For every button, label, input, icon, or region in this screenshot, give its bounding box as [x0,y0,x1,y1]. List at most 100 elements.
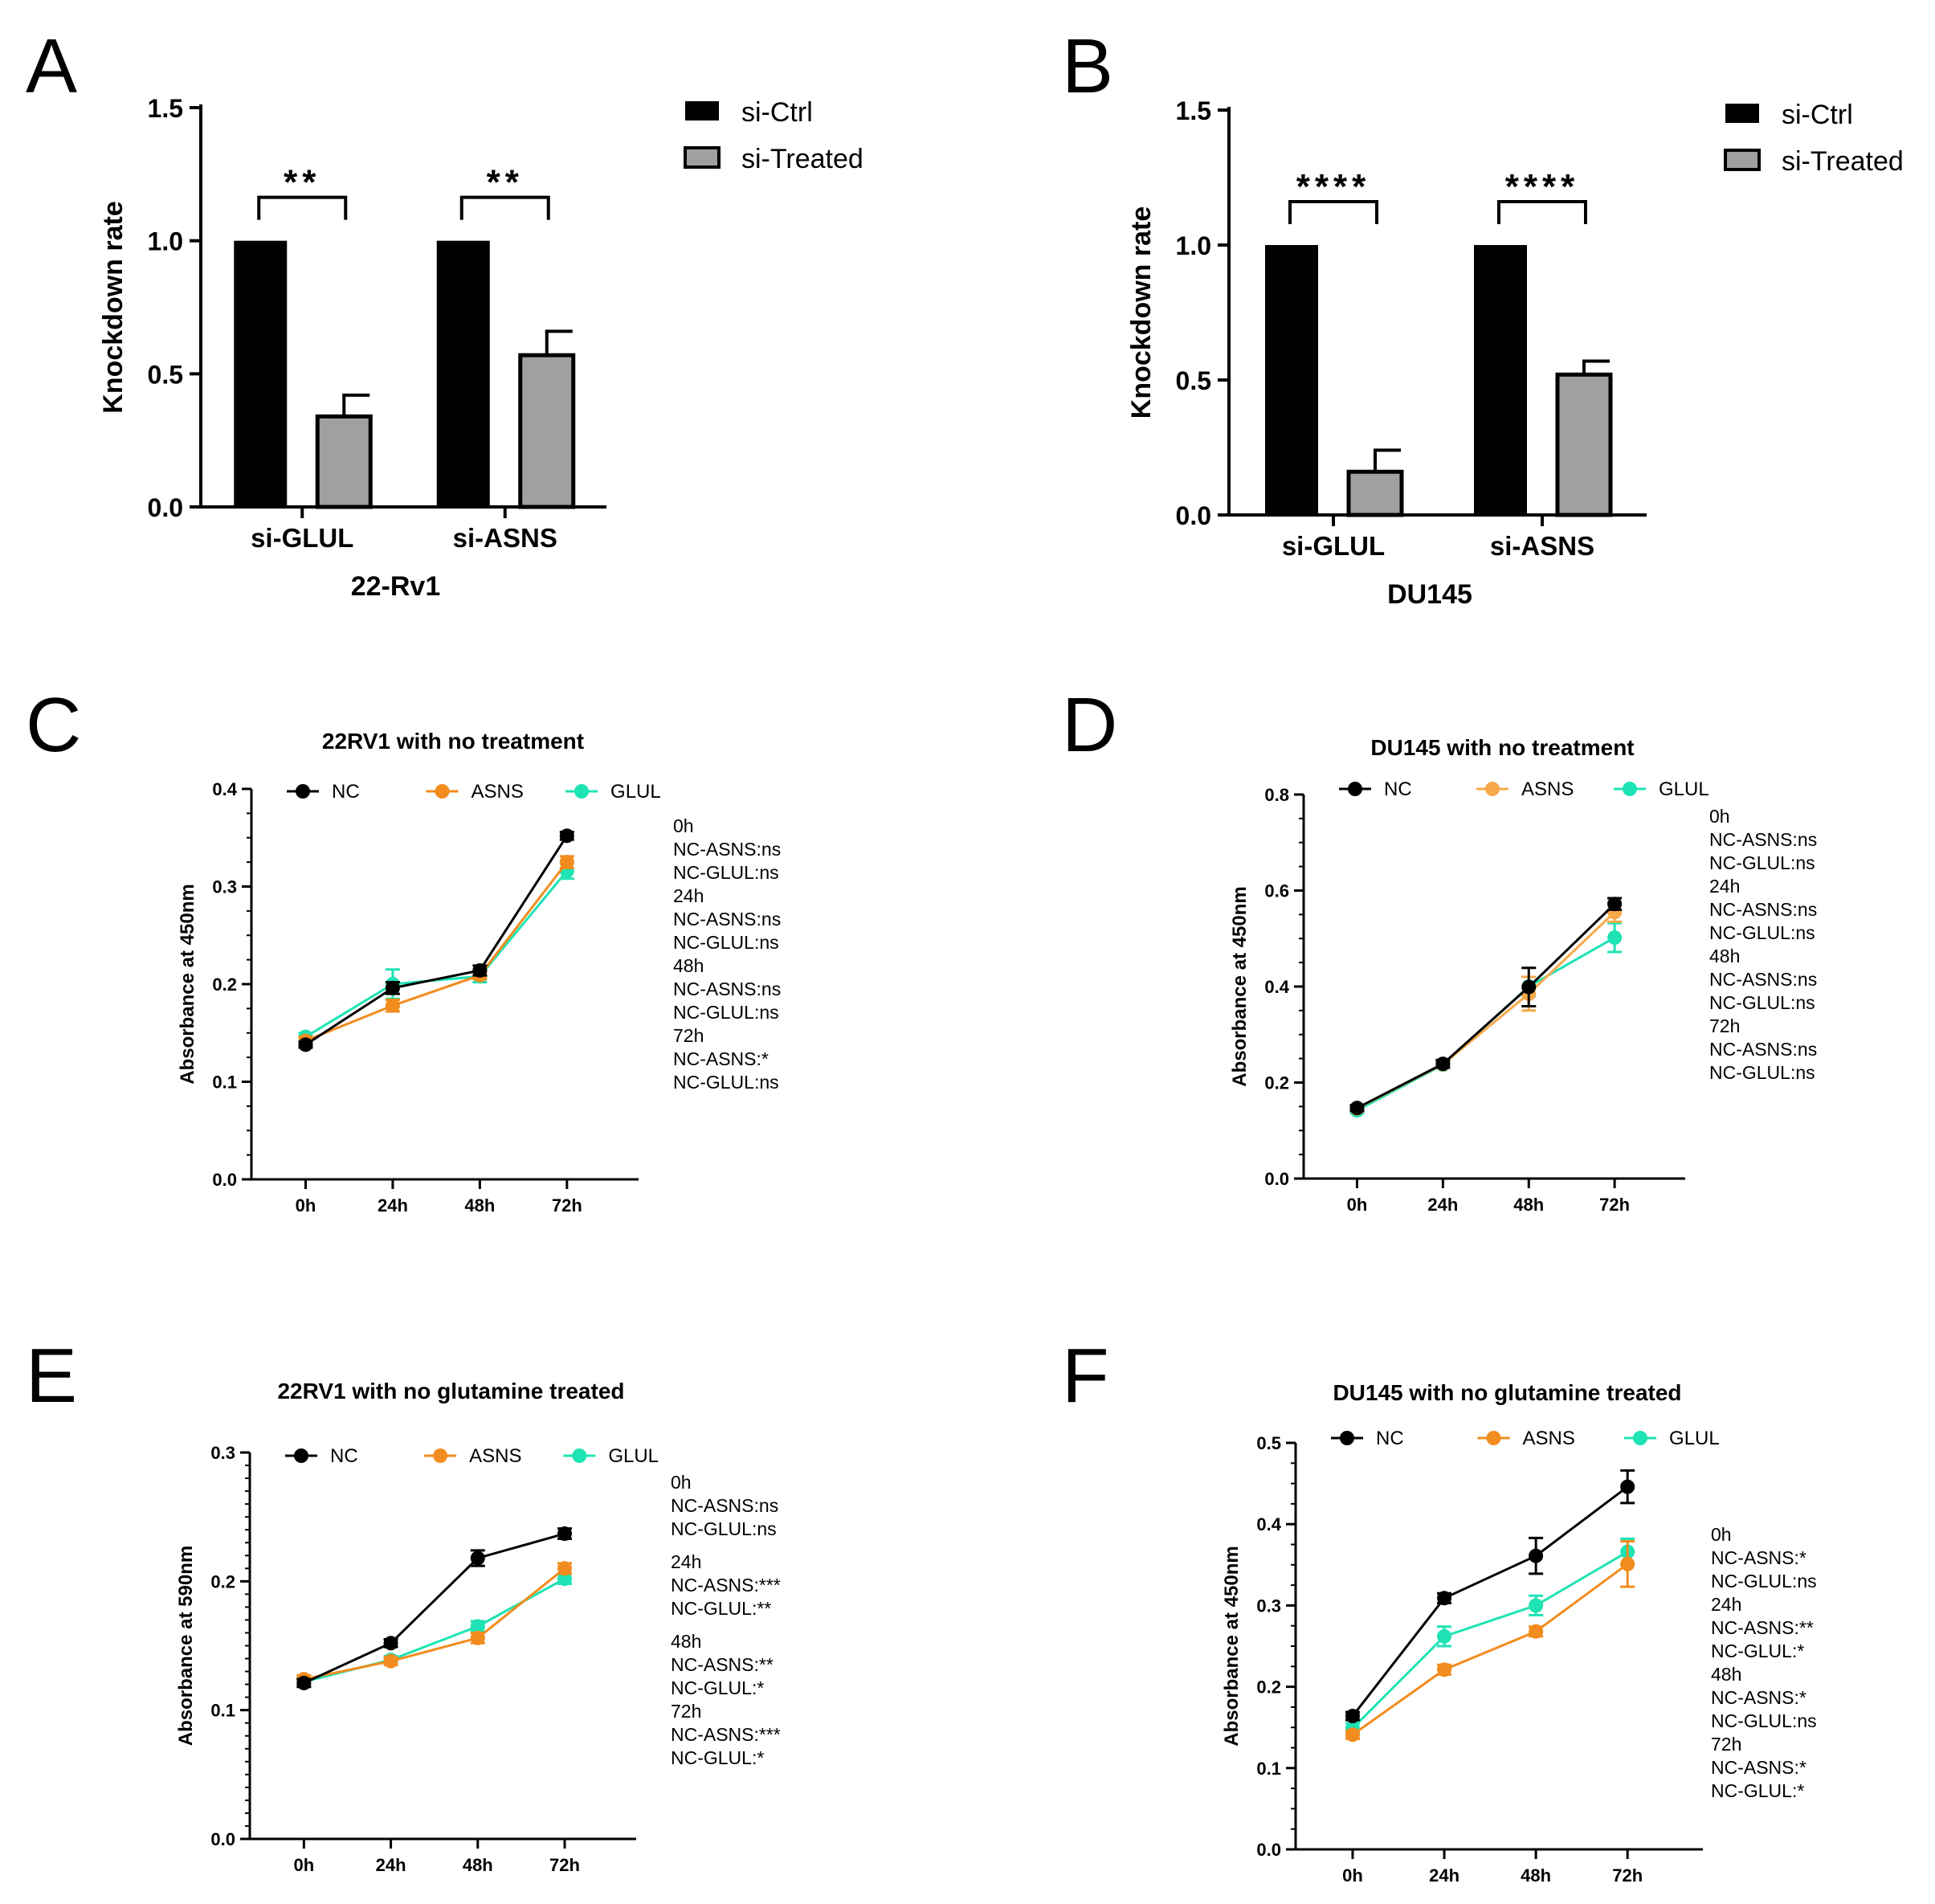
point-nc-48h [1529,1548,1544,1563]
x-tick-label-si-glul: si-GLUL [251,523,353,553]
series-line-nc [304,835,569,1046]
stats-line: NC-GLUL:ns [1709,1062,1815,1083]
chart-e: 22RV1 with no glutamine treated 0.0 0.1 0.2… [175,1379,781,1875]
y-axis-label: Knockdown rate [1126,206,1157,419]
x-tick-label-72h: 72h [1612,1865,1643,1886]
point-glul-72h [1607,930,1623,946]
significance-label: ** [487,163,524,202]
y-tick-label: 1.5 [148,94,183,123]
stats-line: NC-GLUL:ns [1711,1571,1817,1591]
point-nc-0h [298,1037,313,1052]
stats-line: NC-ASNS:** [671,1654,774,1675]
chart-a: 0.0 0.5 1.0 1.5 Knockdown rate si-GLUL ** si-AS… [98,94,863,602]
legend-marker-nc [294,1448,308,1463]
stats-line: 0h [1709,806,1730,827]
significance-bracket [1497,200,1587,224]
x-tick-label-0h: 0h [296,1195,316,1216]
stats-line: 48h [1709,946,1740,966]
y-tick-label: 0.3 [212,877,237,897]
legend-label-si-treated: si-Treated [1782,146,1904,177]
point-nc-0h [1349,1101,1365,1116]
stats-line: NC-GLUL:ns [673,932,779,953]
y-tick-label: 0.3 [1256,1596,1281,1616]
y-tick-label: 0.5 [1256,1433,1281,1453]
y-axis-label: Absorbance at 450nm [177,884,198,1084]
panel-b: B 0.0 0.5 1.0 1.5 Knockdown rate si-GLUL **** s… [1062,23,1904,610]
stats-line: NC-GLUL:ns [673,1002,779,1023]
stats-line: NC-ASNS:* [1711,1757,1806,1778]
legend-label-glul: GLUL [610,781,661,803]
significance-label: **** [1505,167,1580,206]
bar-si-ctrl-si-glul [1265,245,1318,515]
chart-f: DU145 with no glutamine treated 0.0 0.1 0.2… [1221,1380,1817,1886]
chart-title: DU145 with no treatment [1370,735,1634,760]
panel-letter-d: D [1062,682,1117,768]
legend-marker-glul [574,784,590,799]
panel-letter-e: E [26,1333,77,1419]
y-tick-label: 0.4 [1256,1514,1281,1534]
legend-label-glul: GLUL [608,1445,659,1467]
panel-letter-b: B [1062,23,1113,109]
legend-label-nc: NC [1384,778,1412,800]
y-tick-label: 0.0 [1264,1169,1289,1189]
panel-letter-a: A [26,23,77,109]
x-tick-label-48h: 48h [1521,1865,1551,1886]
chart-c: 22RV1 with no treatment 0.0 0.1 0.2 0.3 0.4 Ab… [177,729,781,1216]
legend-marker-glul [1633,1431,1648,1445]
stats-line: NC-ASNS:* [1711,1547,1806,1568]
legend-marker-asns [1486,1431,1501,1445]
y-tick-label: 0.0 [1256,1840,1281,1860]
y-tick-label: 1.5 [1176,96,1211,125]
y-tick-label: 0.2 [212,974,237,995]
legend-marker-glul [572,1448,587,1463]
stats-line: NC-ASNS:ns [1709,969,1817,990]
significance-label: ** [284,163,320,202]
y-tick-label: 0.4 [212,779,237,799]
bar-si-treated-si-asns [518,353,576,509]
legend-marker-asns [433,1448,448,1463]
panel-e: E 22RV1 with no glutamine treated 0.0 0.1 0… [26,1333,781,1875]
point-nc-48h [472,962,488,978]
y-tick-label: 0.2 [1256,1677,1281,1698]
legend-swatch-si-ctrl [1725,104,1759,123]
x-tick-label-24h: 24h [378,1195,408,1216]
point-nc-24h [383,1636,398,1651]
y-tick-label: 0.3 [210,1443,235,1463]
chart-title: 22RV1 with no glutamine treated [277,1379,624,1403]
stats-line: NC-ASNS:ns [673,909,781,930]
stats-line: NC-GLUL:** [671,1598,771,1619]
series-line-nc [1351,1485,1629,1717]
point-nc-0h [296,1675,312,1690]
legend-label-si-ctrl: si-Ctrl [741,97,813,128]
legend-label-nc: NC [1376,1428,1404,1449]
stats-line: NC-GLUL:* [671,1677,764,1698]
y-tick-label: 0.2 [1264,1073,1289,1093]
legend-marker-nc [1348,782,1362,796]
stats-line: NC-GLUL:ns [1709,922,1815,943]
panel-a: A 0.0 0.5 1.0 1.5 Knockdown rate si-GLUL ** si-… [26,23,863,602]
legend-marker-nc [1340,1431,1354,1445]
legend-marker-asns [1485,782,1500,796]
x-tick-label-24h: 24h [1427,1195,1458,1215]
stats-line: NC-ASNS:ns [671,1495,778,1516]
series-line-asns [304,861,569,1042]
stats-line: NC-ASNS:ns [1709,899,1817,920]
point-asns-0h [1345,1727,1360,1743]
stats-line: 0h [1711,1524,1732,1545]
series-line-asns [304,1567,565,1681]
point-asns-24h [385,998,400,1013]
stats-line: NC-ASNS:*** [671,1575,781,1596]
x-tick-label-0h: 0h [293,1855,314,1875]
x-tick-label-48h: 48h [1513,1195,1544,1215]
legend-label-glul: GLUL [1659,778,1709,800]
stats-line: NC-GLUL:ns [673,1072,779,1093]
stats-line: 72h [1709,1015,1740,1036]
legend-label-si-ctrl: si-Ctrl [1782,100,1853,130]
panel-letter-c: C [26,682,81,768]
legend-label-asns: ASNS [469,1445,521,1467]
y-tick-label: 0.1 [1256,1759,1281,1779]
significance-bracket [1288,200,1378,224]
y-tick-label: 0.6 [1264,881,1289,901]
x-tick-label-24h: 24h [1429,1865,1459,1886]
point-nc-24h [1435,1056,1451,1072]
